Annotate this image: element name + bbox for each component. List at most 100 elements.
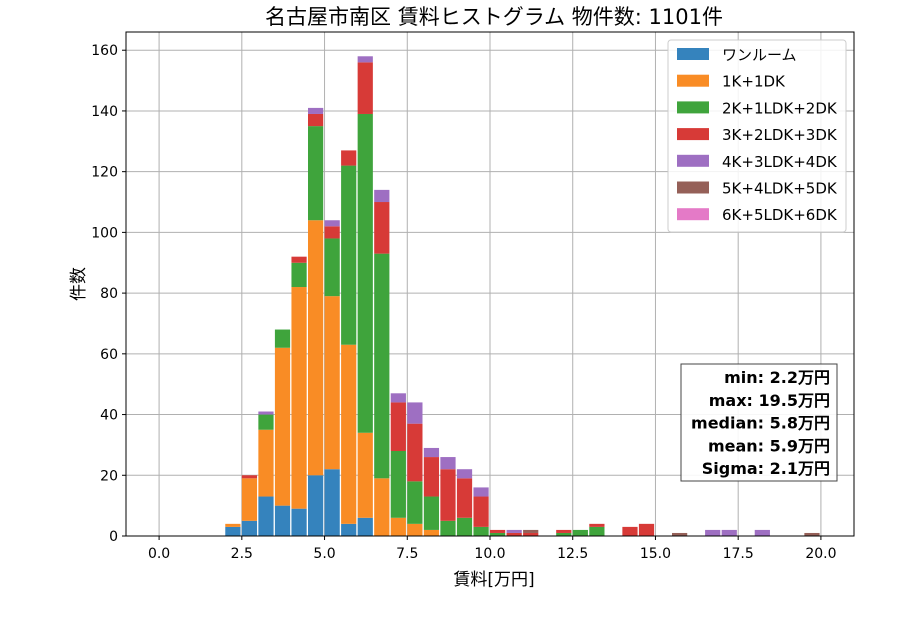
bar-segment (357, 517, 373, 536)
bar-segment (572, 529, 588, 536)
bar-segment (423, 447, 440, 458)
bar-segment (258, 496, 274, 536)
bar-segment (638, 523, 655, 536)
bar-segment (308, 220, 324, 476)
bar-segment (390, 402, 406, 451)
x-tick-label: 2.5 (231, 546, 253, 562)
legend-swatch (677, 74, 709, 87)
legend-label: 3K+2LDK+3DK (722, 126, 838, 144)
bar-segment (622, 526, 638, 536)
y-tick-label: 140 (91, 104, 118, 120)
bar-segment (357, 113, 373, 433)
legend-label: ワンルーム (722, 46, 797, 64)
y-tick-label: 40 (100, 408, 118, 424)
bar-segment (721, 529, 737, 536)
bar-segment (241, 475, 258, 479)
bar-segment (274, 347, 291, 506)
bar-segment (324, 238, 340, 297)
bar-segment (556, 532, 572, 536)
chart-title: 名古屋市南区 賃料ヒストグラム 物件数: 1101件 (265, 5, 723, 29)
y-tick-label: 100 (91, 225, 118, 241)
bar-segment (523, 529, 539, 533)
bar-segment (274, 505, 291, 536)
bar-segment (225, 526, 241, 536)
bar-segment (341, 523, 357, 536)
x-tick-label: 20.0 (805, 546, 836, 562)
bar-segment (423, 457, 440, 497)
bar-segment (589, 523, 605, 527)
stats-box: min: 2.2万円 max: 19.5万円 median: 5.8万円 mean: … (680, 363, 838, 482)
bar-segment (241, 478, 258, 521)
x-tick-label: 17.5 (723, 546, 754, 562)
x-axis-ticks: 0.0 2.5 5.0 7.5 10.0 12.5 15.0 17.5 20.0 (148, 536, 836, 562)
bar-segment (423, 496, 440, 530)
stats-line: min: 2.2万円 (724, 368, 830, 387)
bar-segment (374, 478, 390, 536)
bar-segment (274, 329, 291, 348)
legend-swatch (677, 208, 709, 221)
bar-segment (473, 487, 489, 497)
bar-segment (357, 432, 373, 518)
bar-segment (440, 469, 456, 521)
x-tick-label: 15.0 (640, 546, 671, 562)
bar-segment (473, 526, 489, 536)
x-tick-label: 0.0 (148, 546, 170, 562)
bar-segment (308, 113, 324, 127)
bar-segment (258, 411, 274, 415)
bar-segment (291, 262, 307, 288)
bar-segment (440, 457, 456, 470)
bar-segment (258, 414, 274, 430)
bar-segment (754, 529, 770, 536)
x-tick-label: 5.0 (313, 546, 335, 562)
legend-label: 2K+1LDK+2DK (722, 99, 838, 117)
legend-label: 6K+5LDK+6DK (722, 206, 838, 224)
bar-segment (589, 526, 605, 536)
x-tick-label: 12.5 (557, 546, 588, 562)
bar-segment (390, 393, 406, 403)
bar-segment (423, 529, 440, 536)
legend-swatch (677, 181, 709, 194)
legend-swatch (677, 101, 709, 114)
bar-segment (490, 529, 506, 533)
bar-segment (456, 469, 473, 479)
bar-segment (308, 107, 324, 114)
legend-swatch (677, 128, 709, 141)
y-tick-label: 20 (100, 468, 118, 484)
bar-segment (506, 532, 522, 536)
legend-swatch (677, 154, 709, 167)
bar-segment (324, 296, 340, 470)
bar-segment (341, 150, 357, 166)
bar-segment (506, 529, 522, 533)
bar-segment (523, 532, 539, 536)
bar-segment (341, 344, 357, 524)
bar-segment (705, 529, 721, 536)
stats-line: max: 19.5万円 (709, 391, 830, 410)
y-tick-label: 60 (100, 347, 118, 363)
legend-box (667, 39, 847, 233)
y-axis-label: 件数 (69, 267, 89, 301)
y-tick-label: 0 (109, 529, 118, 545)
bar-segment (440, 520, 456, 536)
stats-line: Sigma: 2.1万円 (702, 459, 830, 478)
bar-segment (456, 517, 473, 536)
bar-segment (308, 475, 324, 536)
bar-segment (258, 429, 274, 497)
stats-line: mean: 5.9万円 (708, 436, 830, 455)
bar-segment (357, 56, 373, 63)
bar-segment (473, 496, 489, 527)
bar-segment (556, 529, 572, 533)
bar-segment (241, 520, 258, 536)
bar-segment (374, 253, 390, 479)
bar-segment (357, 62, 373, 114)
x-tick-label: 7.5 (396, 546, 418, 562)
bars (225, 56, 820, 536)
bar-segment (456, 478, 473, 518)
bar-segment (407, 523, 423, 536)
legend: ワンルーム 1K+1DK 2K+1LDK+2DK 3K+2LDK+3DK 4K+3LDK… (667, 39, 847, 233)
bar-segment (291, 256, 307, 263)
bar-segment (225, 523, 241, 527)
bar-segment (324, 226, 340, 239)
bar-segment (407, 481, 423, 524)
bar-segment (672, 532, 688, 536)
